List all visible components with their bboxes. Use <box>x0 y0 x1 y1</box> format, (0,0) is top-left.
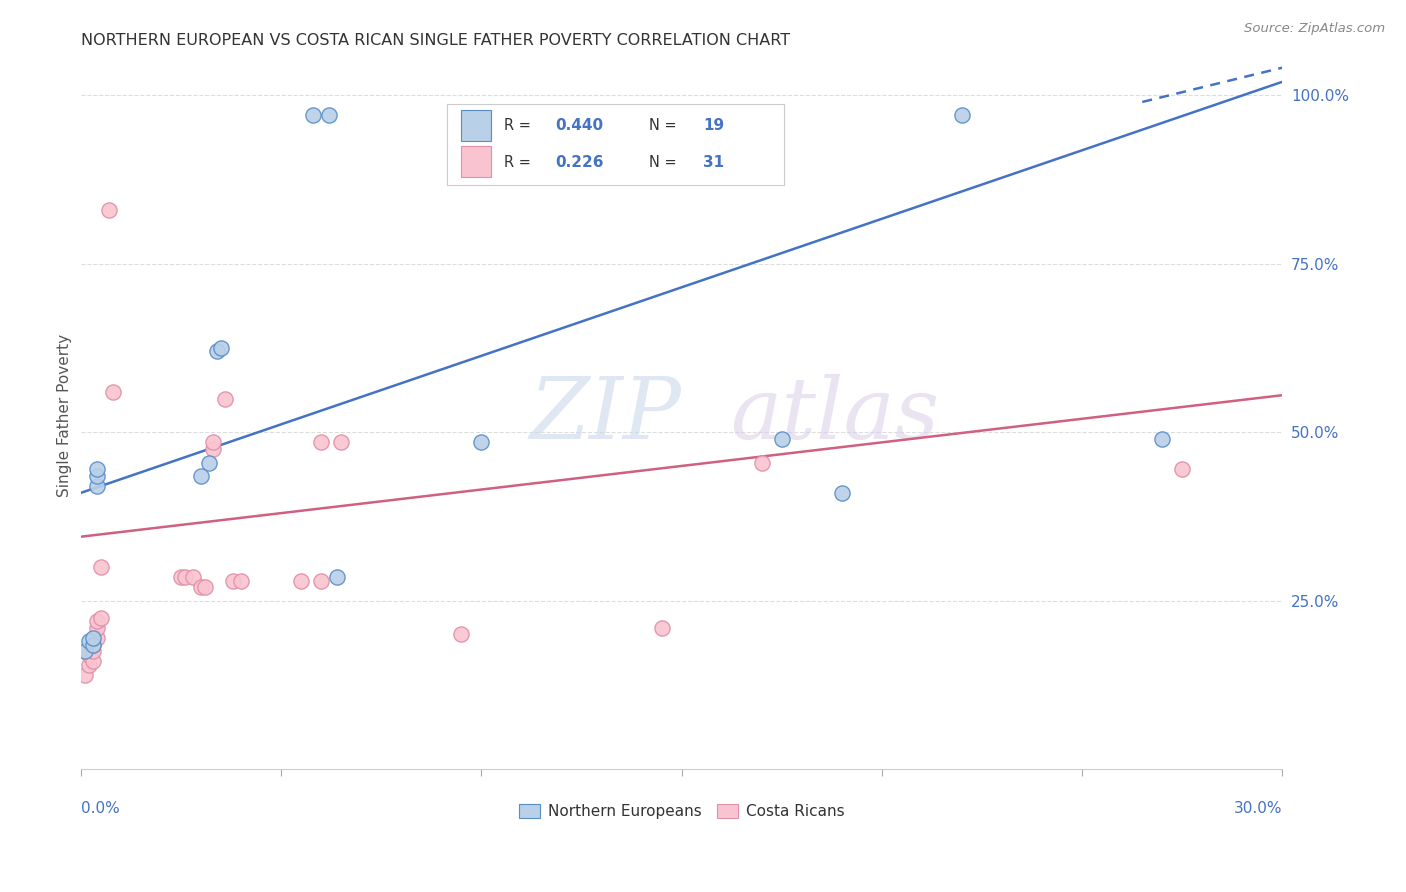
Point <box>201 435 224 450</box>
Point <box>1152 432 1174 446</box>
Text: Source: ZipAtlas.com: Source: ZipAtlas.com <box>1244 22 1385 36</box>
Point <box>82 638 104 652</box>
Point <box>1171 462 1194 476</box>
Point <box>198 456 221 470</box>
Text: 0.0%: 0.0% <box>80 801 120 816</box>
Point <box>831 486 853 500</box>
Point <box>82 655 104 669</box>
Point <box>82 638 104 652</box>
Point <box>73 644 96 658</box>
Text: NORTHERN EUROPEAN VS COSTA RICAN SINGLE FATHER POVERTY CORRELATION CHART: NORTHERN EUROPEAN VS COSTA RICAN SINGLE … <box>80 33 790 48</box>
Point <box>82 631 104 645</box>
Point <box>201 442 224 456</box>
Point <box>770 432 793 446</box>
Point <box>190 580 212 594</box>
Point <box>309 435 332 450</box>
Point <box>950 108 973 122</box>
Point <box>86 631 108 645</box>
Point <box>450 627 472 641</box>
Point <box>190 469 212 483</box>
Point <box>90 560 112 574</box>
Text: 30.0%: 30.0% <box>1234 801 1282 816</box>
Point <box>229 574 252 588</box>
Point <box>751 456 773 470</box>
Point <box>90 610 112 624</box>
Point <box>214 392 236 406</box>
Point <box>97 202 120 217</box>
Point <box>86 614 108 628</box>
Point <box>651 621 673 635</box>
Text: ZIP: ZIP <box>530 374 682 457</box>
Point <box>318 108 340 122</box>
Point <box>86 621 108 635</box>
Point <box>82 644 104 658</box>
Point <box>309 574 332 588</box>
Point <box>77 634 100 648</box>
Point <box>181 570 204 584</box>
Point <box>209 341 232 355</box>
Point <box>173 570 195 584</box>
Point <box>290 574 312 588</box>
Point <box>205 344 228 359</box>
Point <box>77 648 100 662</box>
Point <box>302 108 325 122</box>
Point <box>86 479 108 493</box>
Point <box>101 384 124 399</box>
Point <box>77 657 100 672</box>
Point <box>470 435 492 450</box>
Point <box>222 574 245 588</box>
Point <box>86 462 108 476</box>
Point <box>170 570 193 584</box>
Point <box>194 580 217 594</box>
Text: atlas: atlas <box>730 374 939 457</box>
Point <box>73 668 96 682</box>
Legend: Northern Europeans, Costa Ricans: Northern Europeans, Costa Ricans <box>513 797 851 825</box>
Point <box>326 570 349 584</box>
Point <box>86 469 108 483</box>
Y-axis label: Single Father Poverty: Single Father Poverty <box>58 334 72 497</box>
Point <box>330 435 353 450</box>
